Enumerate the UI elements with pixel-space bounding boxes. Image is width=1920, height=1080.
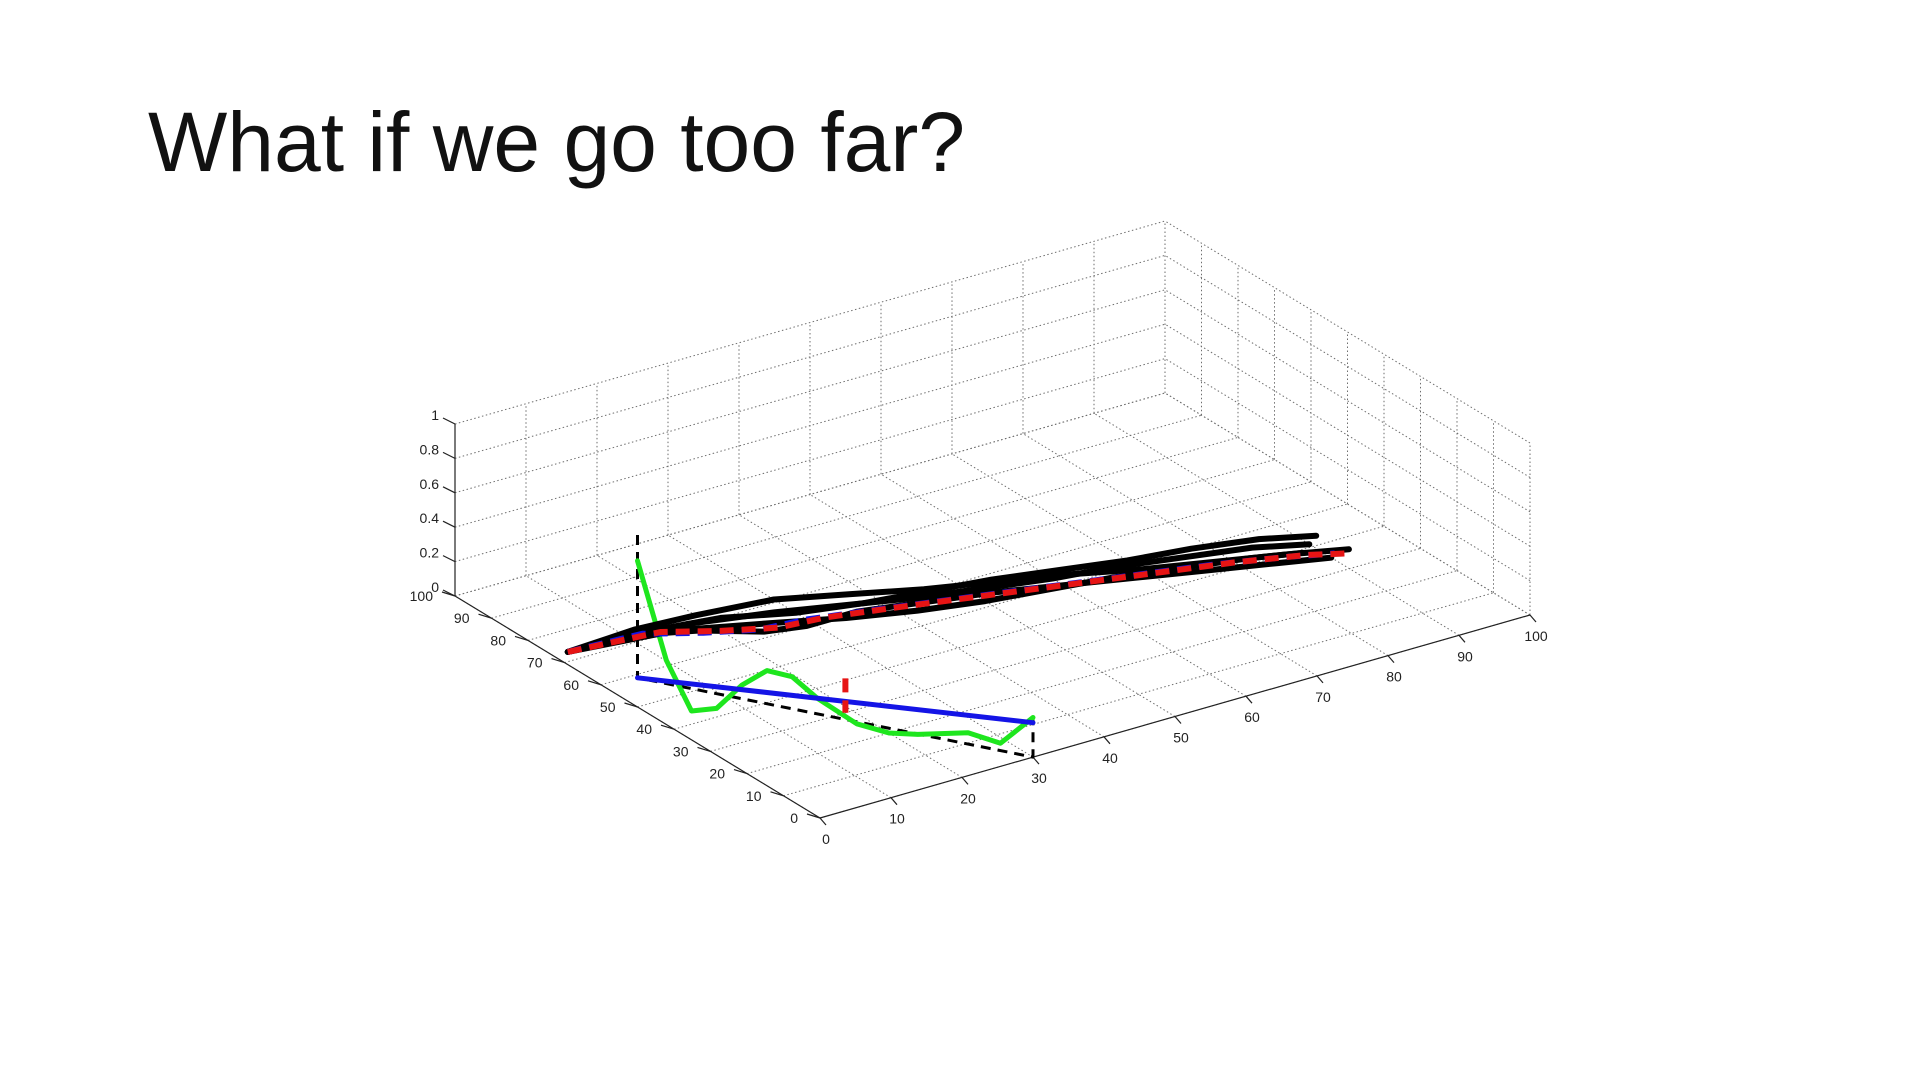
z-tick-label: 0.8 (420, 441, 440, 457)
y-tick-label: 90 (454, 610, 470, 626)
slide-title: What if we go too far? (148, 95, 966, 189)
z-tick-mark (442, 417, 456, 425)
y-tick-mark (514, 635, 529, 641)
x-tick-label: 60 (1244, 709, 1260, 725)
x-tick-mark (1529, 614, 1537, 623)
series-black-dashed-0 (636, 535, 1035, 759)
floor-grid-line (596, 554, 963, 778)
z-tick-mark (442, 520, 456, 528)
floor-grid-line (673, 525, 1385, 730)
side-wall-grid-line (1164, 358, 1531, 582)
floor-grid-line (809, 494, 1176, 717)
y-tick-mark (697, 746, 711, 752)
back-wall-grid-line (454, 358, 1166, 563)
grid-layer (454, 220, 1531, 819)
side-wall-grid-line (1164, 254, 1531, 478)
back-wall-grid-line (454, 220, 1166, 425)
floor-grid-line (564, 459, 1275, 664)
y-tick-label: 10 (746, 788, 762, 804)
z-tick-label: 0.2 (420, 545, 440, 561)
x-tick-mark (1458, 634, 1466, 643)
y-tick-mark (551, 658, 565, 664)
z-tick-mark (442, 589, 456, 597)
y-tick-mark (770, 791, 784, 797)
y-tick-mark (587, 680, 602, 686)
x-tick-mark (1316, 675, 1324, 684)
series-green-solid-1 (635, 558, 1036, 746)
x-tick-mark (819, 817, 827, 826)
y-tick-mark (624, 702, 638, 708)
y-tick-label: 30 (673, 743, 689, 759)
floor-grid-line (738, 514, 1105, 738)
x-tick-label: 0 (822, 831, 830, 847)
x-tick-mark (1032, 756, 1040, 765)
floor-grid-line (746, 570, 1458, 775)
floor-grid-line (783, 592, 1494, 797)
z-tick-label: 0.6 (420, 476, 440, 492)
x-tick-mark (1103, 736, 1111, 745)
y-tick-label: 40 (636, 721, 652, 737)
side-wall-grid-line (1164, 220, 1531, 444)
floor-grid-line (1093, 412, 1460, 636)
y-tick-label: 100 (410, 588, 434, 604)
z-tick-label: 0 (431, 579, 439, 595)
x-tick-label: 100 (1524, 628, 1548, 644)
x-tick-mark (1245, 695, 1253, 704)
z-tick-label: 0.4 (420, 510, 440, 526)
y-tick-label: 20 (709, 766, 725, 782)
x-tick-mark (1387, 655, 1395, 663)
y-tick-label: 0 (790, 810, 798, 826)
series-red-dashed-10 (567, 550, 1346, 655)
floor-grid-line (637, 503, 1348, 708)
floor-grid-line (525, 575, 892, 799)
y-tick-mark (660, 724, 675, 730)
y-tick-label: 50 (600, 699, 616, 715)
side-wall-grid-line (1164, 392, 1531, 616)
side-wall-grid-line (1164, 323, 1531, 547)
x-tick-label: 80 (1386, 669, 1402, 685)
x-tick-mark (890, 797, 898, 806)
y-tick-mark (806, 813, 821, 819)
floor-grid-line (710, 547, 1421, 752)
y-tick-label: 70 (527, 655, 543, 671)
x-tick-label: 90 (1457, 648, 1473, 664)
x-tick-label: 20 (960, 790, 976, 806)
x-tick-label: 40 (1102, 750, 1118, 766)
floor-grid-line (951, 453, 1318, 677)
floor-grid-line (880, 473, 1247, 697)
y-tick-mark (733, 769, 748, 775)
tick-layer: 0102030405060708090100010203040506070809… (410, 407, 1548, 847)
x-tick-label: 70 (1315, 689, 1331, 705)
x-tick-label: 10 (889, 811, 905, 827)
x-tick-mark (961, 777, 969, 785)
y-tick-label: 80 (490, 632, 506, 648)
back-wall-grid-line (454, 289, 1166, 494)
z-tick-mark (442, 451, 456, 459)
back-wall-grid-line (454, 254, 1166, 459)
series-blue-solid-2 (635, 675, 1036, 726)
y-tick-label: 60 (563, 677, 579, 693)
side-wall-grid-line (1164, 289, 1531, 513)
z-tick-label: 1 (431, 407, 439, 423)
series-layer (564, 532, 1352, 759)
back-wall-grid-line (454, 392, 1166, 597)
series-black-solid-8 (564, 541, 1313, 655)
floor-grid-line (1022, 433, 1389, 657)
x-tick-mark (1174, 716, 1182, 724)
floor-grid-line (491, 414, 1202, 619)
x-tick-label: 30 (1031, 770, 1047, 786)
z-tick-mark (442, 486, 456, 494)
floor-grid-line (667, 534, 1034, 758)
z-tick-mark (442, 555, 456, 563)
back-wall-grid-line (454, 323, 1166, 528)
y-tick-mark (478, 613, 492, 619)
x-tick-label: 50 (1173, 730, 1189, 746)
floor-grid-line (527, 436, 1239, 641)
